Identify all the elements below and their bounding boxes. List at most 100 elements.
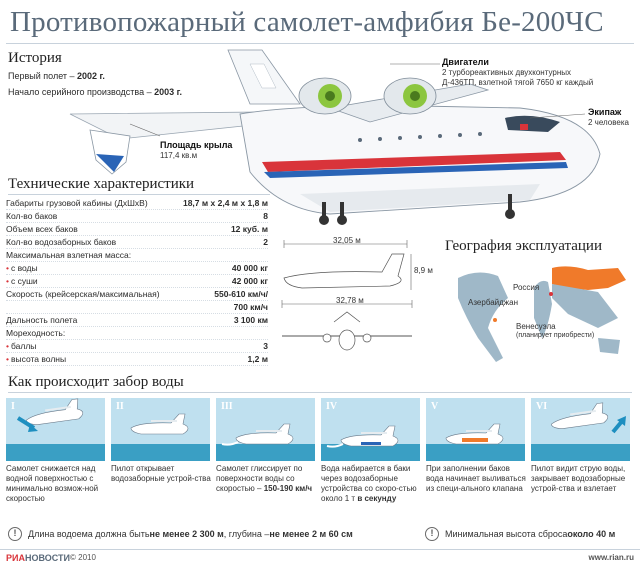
step-illustration [6,398,105,461]
step-number: I [11,401,15,412]
note1-d: не менее 2 м 60 см [269,529,353,539]
spec-label-text: Максимальная взлетная масса: [6,250,132,260]
serial-production-value: 2003 г. [154,87,182,97]
spec-value: 18,7 м х 2,4 м х 1,8 м [182,198,268,208]
logo-ria: РИА [6,553,25,563]
spec-label: Дальность полета [6,315,77,326]
map-label-azerbaijan: Азербайджан [468,298,519,307]
step-text: Самолет глиссирует по поверхности воды с… [216,464,303,493]
spec-label: • баллы [6,341,36,352]
step-description: Самолет глиссирует по поверхности воды с… [216,464,318,494]
step-description: Вода набирается в баки через водозаборны… [321,464,423,504]
main-aircraft-illustration [69,49,601,225]
specs-heading: Технические характеристики [8,176,195,192]
spec-label-text: Скорость (крейсерская/максимальная) [6,289,160,299]
site-link[interactable]: www.rian.ru [588,553,635,562]
exclamation-icon: ! [425,527,439,541]
spec-row: Кол-во баков 8 [6,211,268,223]
map-label-venezuela: Венесуэла [516,322,556,331]
spec-value: 700 км/ч [233,302,268,312]
step-text-bold: 150-190 км/ч [263,484,313,493]
first-flight-value: 2002 г. [77,71,105,81]
spec-row: Кол-во водозаборных баков 2 [6,237,268,249]
step-description: Пилот открывает водозаборные устрой-ства [111,464,213,484]
spec-label-text: Мореходность: [6,328,66,338]
step-panel: III [216,398,315,461]
spec-value: 40 000 кг [231,263,268,273]
serial-production-line: Начало серийного производства – 2003 г. [8,86,208,98]
spec-row: Скорость (крейсерская/максимальная) 550-6… [6,289,268,301]
spec-row: • высота волны 1,2 м [6,354,268,366]
step-number: VI [536,401,548,412]
spec-label-text: баллы [10,341,37,351]
spec-row: • с суши 42 000 кг [6,276,268,288]
spec-value: 550-610 км/ч/ [214,289,268,299]
step-description: Пилот видит струю воды, закрывает водоза… [531,464,633,494]
step-illustration [216,398,315,461]
spec-label-text: Габариты грузовой кабины (ДхШхВ) [6,198,148,208]
map-label-russia: Россия [513,283,540,292]
history-block: Первый полет – 2002 г. Начало серийного … [8,70,208,98]
footer: РИАНОВОСТИ © 2010 www.rian.ru [0,549,640,564]
geography-heading: География эксплуатации [445,238,602,254]
spec-value: 2 [263,237,268,247]
spec-row: Дальность полета 3 100 км [6,315,268,327]
step-panel: IV [321,398,420,461]
page-title: Противопожарный самолет-амфибия Бе-200ЧС [10,6,604,38]
step-text: Вода набирается в баки через водозаборны… [321,464,417,503]
spec-row: Объем всех баков 12 куб. м [6,224,268,236]
step-panel: I [6,398,105,461]
spec-value: 3 100 км [233,315,268,325]
spec-label-text: высота волны [10,354,67,364]
note2-b: около 40 м [567,529,616,539]
step-number: IV [326,401,338,412]
step-illustration [321,398,420,461]
engines-callout: Двигатели 2 турбореактивных двухконтурны… [442,57,593,88]
step-text: Пилот открывает водозаборные устрой-ства [111,464,211,483]
spec-row: • с воды 40 000 кг [6,263,268,275]
engines-line2: Д-436ТП, взлетной тягой 7650 кг каждый [442,78,594,87]
step-text-bold: в секунду [357,494,397,503]
spec-label: Габариты грузовой кабины (ДхШхВ) [6,198,148,209]
step-illustration [531,398,630,461]
spec-label: • с суши [6,276,38,287]
copyright: © 2010 [70,553,96,562]
ria-logo[interactable]: РИАНОВОСТИ [6,553,70,563]
spec-row: Мореходность: [6,328,268,340]
title-divider [6,43,634,44]
step-description: При заполнении баков вода начинает вылив… [426,464,528,494]
step-illustration [426,398,525,461]
spec-value: 42 000 кг [231,276,268,286]
spec-label-text: Кол-во баков [6,211,58,221]
dimension-drawings [281,240,413,351]
step-text: Пилот видит струю воды, закрывает водоза… [531,464,626,493]
first-flight-line: Первый полет – 2002 г. [8,70,208,82]
crew-callout: Экипаж 2 человека [588,107,629,128]
spec-label: Кол-во баков [6,211,57,222]
spec-label-text: Кол-во водозаборных баков [6,237,117,247]
wing-area-callout: Площадь крыла 117,4 кв.м [160,140,232,161]
wing-area-label: Площадь крыла [160,140,233,150]
step-text: Самолет снижается над водной поверхность… [6,464,99,503]
note1-c: , глубина – [223,529,270,539]
step-number: III [221,401,233,412]
spec-label-text: Объем всех баков [6,224,78,234]
world-map [448,258,634,366]
spec-label: Объем всех баков [6,224,78,235]
spec-label: Скорость (крейсерская/максимальная) [6,289,160,300]
spec-label-text: с воды [10,263,38,273]
spec-value: 3 [263,341,268,351]
note1-a: Длина водоема должна быть [28,529,150,539]
spec-label-text: Дальность полета [6,315,78,325]
step-text: При заполнении баков вода начинает вылив… [426,464,526,493]
spec-label: • высота волны [6,354,66,365]
step-number: V [431,401,439,412]
note-drop-height: ! Минимальная высота сброса около 40 м [425,527,615,541]
engines-label: Двигатели [442,57,489,67]
step-illustration [111,398,210,461]
spec-row: Максимальная взлетная масса: [6,250,268,262]
spec-label: Кол-во водозаборных баков [6,237,116,248]
note2-a: Минимальная высота сброса [445,529,568,539]
spec-value: 12 куб. м [230,224,268,234]
how-heading: Как происходит забор воды [8,374,184,390]
